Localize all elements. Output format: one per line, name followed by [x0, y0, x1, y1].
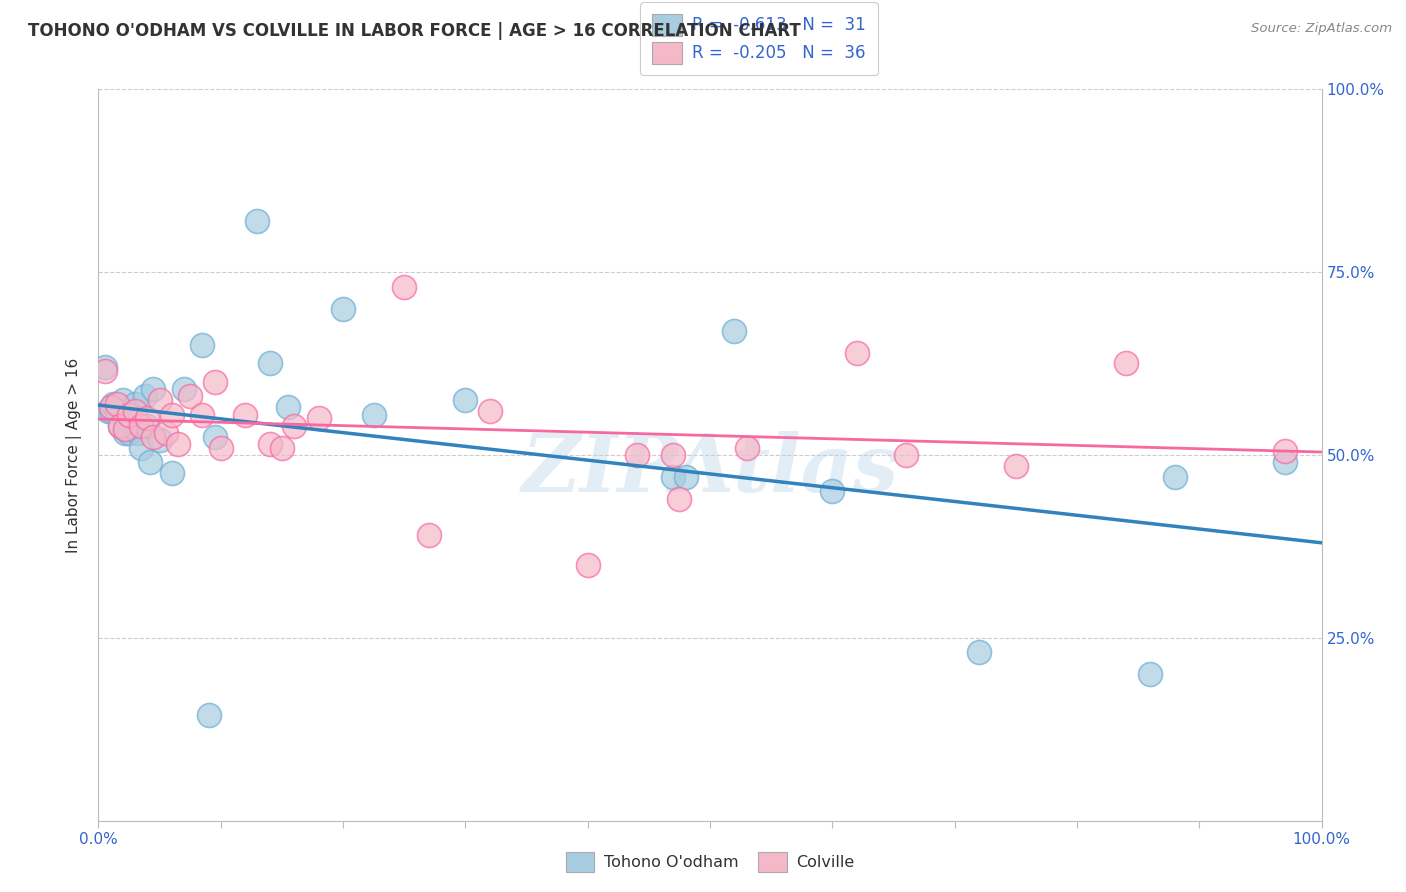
Point	[270, 441, 294, 455]
Point	[105, 397, 128, 411]
Point	[167, 437, 190, 451]
Point	[160, 408, 183, 422]
Point	[1274, 444, 1296, 458]
Point	[197, 707, 219, 722]
Point	[149, 434, 172, 448]
Point	[134, 389, 156, 403]
Point	[101, 397, 124, 411]
Point	[259, 437, 281, 451]
Point	[110, 418, 132, 433]
Point	[139, 455, 162, 469]
Point	[93, 360, 115, 375]
Point	[735, 441, 758, 455]
Point	[127, 425, 149, 440]
Point	[191, 338, 214, 352]
Point	[136, 418, 159, 433]
Point	[129, 441, 152, 455]
Point	[191, 408, 214, 422]
Point	[114, 425, 136, 440]
Point	[160, 466, 183, 480]
Point	[100, 401, 122, 415]
Point	[233, 408, 256, 422]
Point	[662, 448, 685, 462]
Y-axis label: In Labor Force | Age > 16: In Labor Force | Age > 16	[66, 358, 83, 552]
Point	[277, 401, 299, 415]
Point	[204, 430, 226, 444]
Point	[392, 279, 416, 293]
Text: TOHONO O'ODHAM VS COLVILLE IN LABOR FORCE | AGE > 16 CORRELATION CHART: TOHONO O'ODHAM VS COLVILLE IN LABOR FORC…	[28, 22, 801, 40]
Point	[155, 425, 177, 440]
Point	[97, 404, 120, 418]
Text: Source: ZipAtlas.com: Source: ZipAtlas.com	[1251, 22, 1392, 36]
Point	[259, 356, 281, 371]
Point	[363, 408, 385, 422]
Point	[118, 408, 141, 422]
Point	[675, 470, 697, 484]
Point	[967, 645, 990, 659]
Point	[723, 324, 745, 338]
Point	[845, 345, 868, 359]
Point	[478, 404, 501, 418]
Point	[149, 393, 172, 408]
Point	[821, 484, 844, 499]
Point	[142, 430, 165, 444]
Point	[1139, 667, 1161, 681]
Point	[332, 301, 354, 316]
Point	[142, 382, 165, 396]
Point	[209, 441, 232, 455]
Legend: Tohono O'odham, Colville: Tohono O'odham, Colville	[560, 846, 860, 879]
Point	[1274, 455, 1296, 469]
Point	[136, 411, 159, 425]
Point	[454, 393, 477, 408]
Point	[894, 448, 917, 462]
Point	[1164, 470, 1187, 484]
Point	[1115, 356, 1137, 371]
Point	[1004, 458, 1026, 473]
Point	[118, 408, 141, 422]
Point	[118, 425, 141, 440]
Point	[626, 448, 648, 462]
Point	[129, 418, 152, 433]
Text: ZIPAtlas: ZIPAtlas	[522, 431, 898, 508]
Point	[105, 404, 128, 418]
Point	[204, 375, 226, 389]
Point	[662, 470, 685, 484]
Point	[100, 404, 122, 418]
Point	[246, 214, 269, 228]
Point	[124, 397, 146, 411]
Point	[179, 389, 201, 403]
Point	[418, 528, 440, 542]
Point	[576, 558, 599, 572]
Point	[110, 418, 132, 433]
Point	[124, 404, 146, 418]
Point	[114, 422, 136, 436]
Point	[283, 418, 305, 433]
Point	[111, 393, 134, 408]
Point	[668, 491, 690, 506]
Point	[93, 364, 115, 378]
Point	[308, 411, 330, 425]
Point	[173, 382, 195, 396]
